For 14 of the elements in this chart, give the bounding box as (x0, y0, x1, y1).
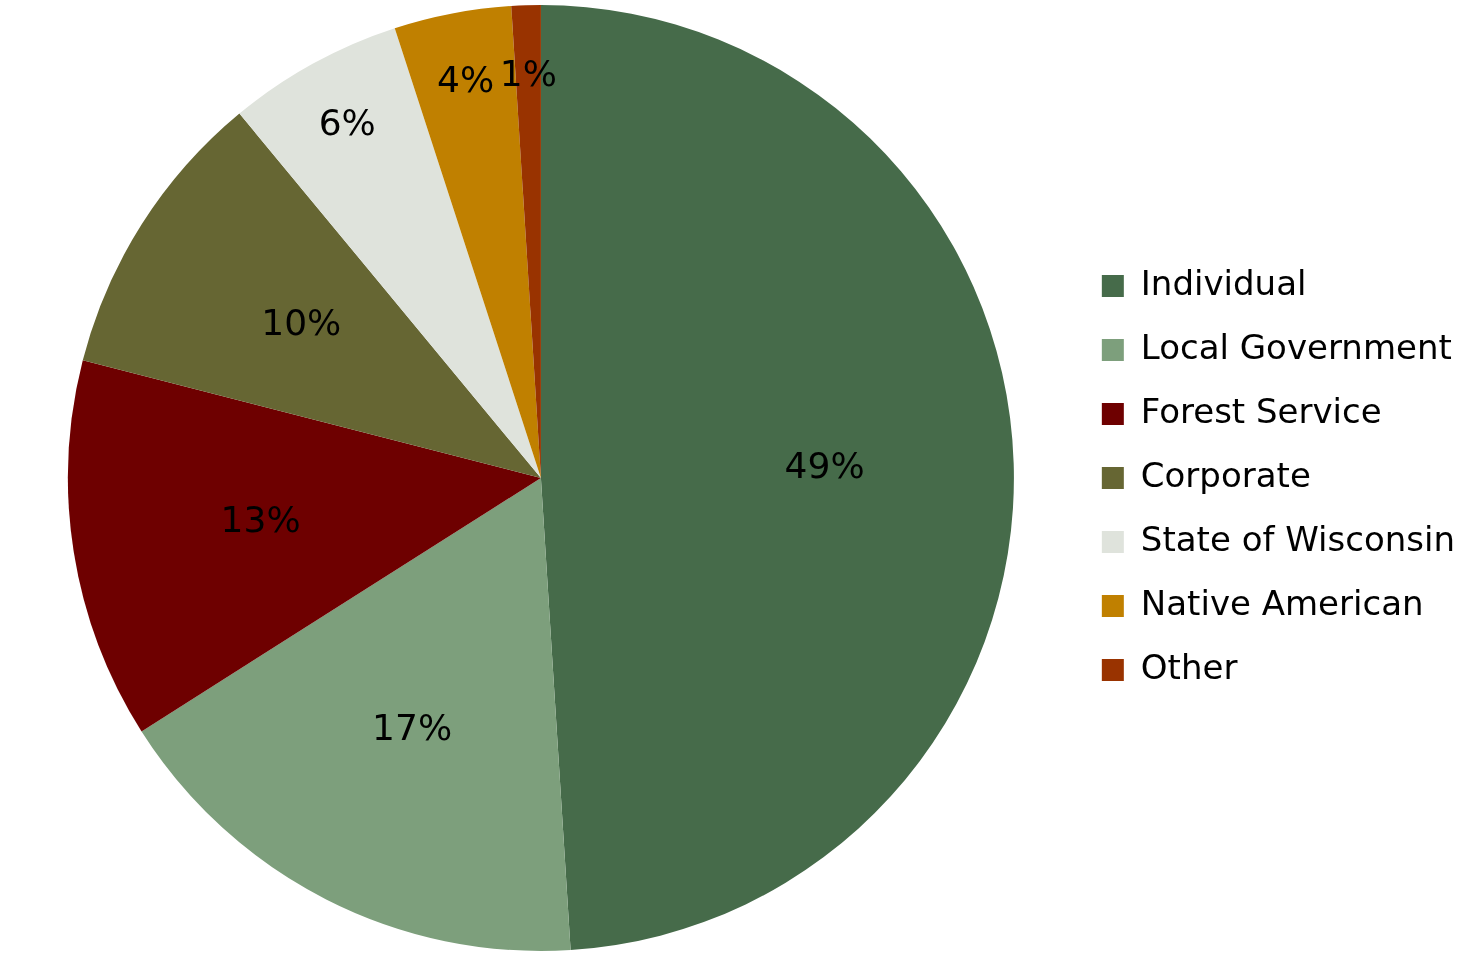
legend-label: Individual (1140, 262, 1307, 303)
legend-label: Native American (1140, 582, 1424, 623)
data-label: 6% (318, 102, 376, 144)
data-label: 49% (784, 445, 865, 487)
data-label: 17% (372, 707, 453, 749)
data-label: 4% (437, 59, 495, 101)
legend-label: Forest Service (1140, 390, 1382, 431)
legend-label: Corporate (1140, 454, 1311, 495)
data-label: 1% (499, 52, 557, 94)
legend-label: Local Government (1140, 326, 1452, 367)
data-label: 10% (261, 302, 342, 344)
data-label: 13% (220, 498, 301, 540)
legend-label: Other (1140, 646, 1238, 687)
legend-label: State of Wisconsin (1140, 518, 1455, 559)
